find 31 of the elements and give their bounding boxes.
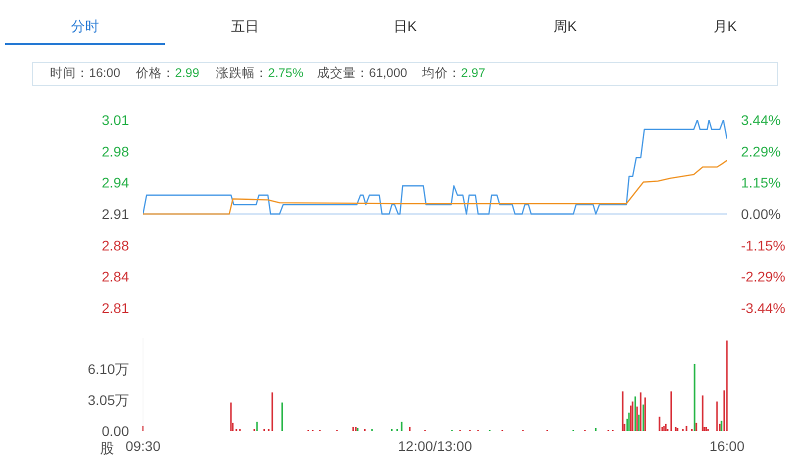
y-tick-label: 0.00 — [102, 423, 130, 439]
text: 周K — [552, 18, 578, 36]
y-tick-label: 3.01 — [102, 112, 130, 128]
x-tick-label: 12:00/13:00 — [398, 438, 472, 454]
text: 日K — [392, 18, 418, 36]
y2-tick-label: 0.00% — [741, 206, 781, 222]
x-tick-label: 16:00 — [709, 438, 745, 454]
y2-tick-label: -2.29% — [741, 268, 786, 285]
y-tick-label: 3.05万 — [88, 392, 129, 408]
y-axis-title: 股 — [100, 440, 114, 458]
y2-tick-label: -1.15% — [741, 237, 786, 254]
text: 分时 — [70, 18, 100, 36]
y2-tick-label: 2.29% — [741, 143, 781, 160]
y2-tick-label: 3.44% — [741, 112, 781, 128]
text: 时间：16:00 — [50, 65, 120, 82]
text: 价格：2.99 — [136, 65, 200, 82]
y-tick-label: 2.91 — [102, 206, 130, 222]
text: 五日 — [230, 18, 260, 36]
y-tick-label: 2.84 — [102, 268, 130, 285]
y-tick-label: 2.88 — [102, 237, 130, 254]
text: 成交量：61,000 — [317, 65, 408, 82]
y-tick-label: 2.98 — [102, 143, 130, 160]
y2-tick-label: -3.44% — [741, 300, 786, 316]
y-tick-label: 2.81 — [102, 300, 130, 316]
y2-tick-label: 1.15% — [741, 174, 781, 191]
text: 涨跌幅：2.75% — [216, 65, 304, 82]
text: 月K — [712, 18, 738, 36]
y-tick-label: 2.94 — [102, 174, 130, 191]
text: 均价：2.97 — [422, 65, 486, 82]
x-tick-label: 09:30 — [125, 438, 161, 454]
y-tick-label: 6.10万 — [88, 361, 129, 377]
